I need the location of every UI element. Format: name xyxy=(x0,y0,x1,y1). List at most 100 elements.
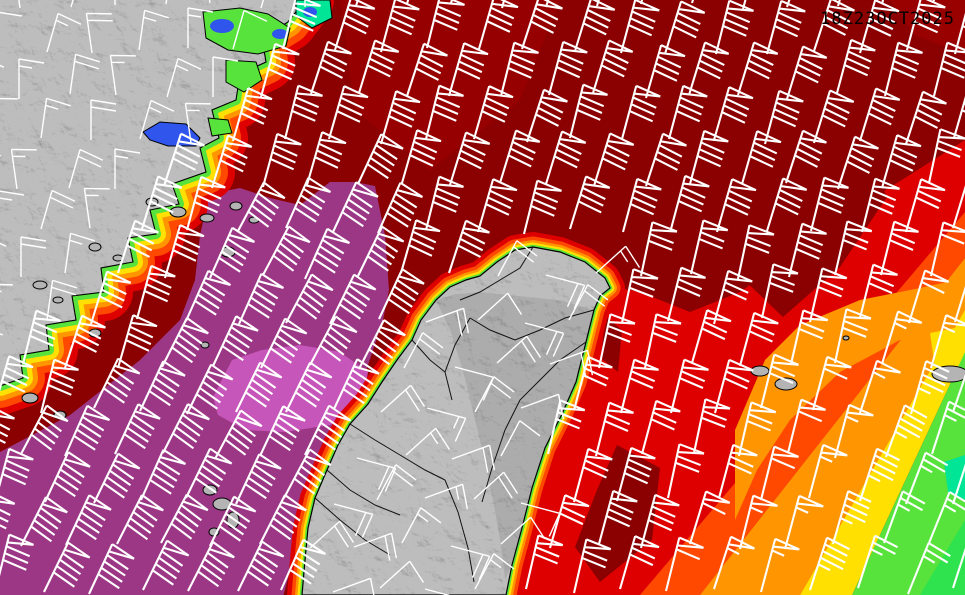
wind-barb xyxy=(765,177,808,232)
wind-barb xyxy=(811,355,852,411)
wind-barb xyxy=(0,283,13,325)
wind-barb xyxy=(905,451,949,505)
wind-barb xyxy=(163,132,205,187)
wind-barb xyxy=(572,355,613,411)
wind-barb xyxy=(185,175,226,231)
wind-barb xyxy=(13,0,40,9)
wind-barb xyxy=(116,494,164,545)
wind-barb xyxy=(187,7,214,48)
wind-barb xyxy=(663,0,706,55)
wind-barb xyxy=(736,224,775,280)
wind-barb xyxy=(379,0,420,53)
wind-barb xyxy=(618,535,660,590)
contour-teal xyxy=(944,455,965,500)
wind-barb xyxy=(140,448,187,501)
island xyxy=(931,365,965,383)
wind-barb xyxy=(261,132,302,188)
wind-barb xyxy=(833,220,873,276)
wind-barb xyxy=(526,88,568,143)
wind-barb xyxy=(809,536,851,591)
wind-barb xyxy=(237,540,285,592)
wind-barb xyxy=(20,236,47,277)
wind-barb xyxy=(357,133,404,185)
wind-barb xyxy=(737,401,777,457)
wind-barb xyxy=(285,176,332,229)
wind-barb xyxy=(765,0,806,55)
wind-barb xyxy=(907,269,950,324)
contour-green xyxy=(852,352,965,595)
taiwan-mountain-ridge xyxy=(436,292,594,580)
contour-dark-red-wedge xyxy=(733,120,887,317)
wind-barb xyxy=(304,227,351,280)
wind-barb xyxy=(379,90,421,145)
wind-barb xyxy=(64,404,111,457)
wind-barb xyxy=(474,553,515,590)
wind-barb xyxy=(499,41,539,97)
wind-barb xyxy=(477,292,523,321)
wind-barb xyxy=(44,451,91,503)
wind-barb xyxy=(448,219,490,274)
wind-barb xyxy=(524,534,564,590)
county-boundary xyxy=(469,309,595,341)
wind-barb xyxy=(357,225,405,277)
wind-barb xyxy=(689,219,729,275)
wind-barb xyxy=(619,358,659,414)
wind-barb xyxy=(929,221,965,277)
wind-barb xyxy=(237,181,286,232)
wind-barb xyxy=(931,400,965,455)
island xyxy=(32,280,48,290)
wind-barb xyxy=(544,130,587,185)
wind-barb xyxy=(521,0,563,50)
wind-barb xyxy=(837,135,879,190)
wind-barb xyxy=(813,0,855,52)
wind-barb xyxy=(880,134,922,189)
wind-barb xyxy=(715,178,757,233)
wind-barb xyxy=(759,445,799,501)
wind-barb xyxy=(424,175,464,231)
wind-barb xyxy=(46,12,82,53)
wind-barb xyxy=(93,357,141,409)
wind-barb xyxy=(644,44,686,99)
wind-barb xyxy=(117,219,159,274)
island xyxy=(169,206,187,218)
wind-barb xyxy=(232,9,268,50)
wind-barb xyxy=(139,360,186,412)
wind-barb xyxy=(114,403,161,455)
wind-barb xyxy=(333,0,376,51)
wind-barb xyxy=(928,491,965,544)
wind-barb xyxy=(283,448,332,499)
wind-barb xyxy=(0,491,16,546)
wind-barb xyxy=(450,545,491,580)
wind-barb xyxy=(0,97,18,139)
wind-barb xyxy=(377,181,424,234)
wind-barb xyxy=(645,132,687,187)
wind-barb xyxy=(639,493,680,549)
wind-barb xyxy=(688,490,731,545)
wind-barb xyxy=(713,535,755,590)
bay-deep-water xyxy=(303,7,317,17)
wind-barb xyxy=(64,314,106,369)
wind-barb xyxy=(812,89,855,144)
island xyxy=(774,377,798,391)
wind-barb xyxy=(880,310,923,365)
wind-barb xyxy=(669,174,710,230)
wind-barb xyxy=(0,447,34,503)
wind-barb xyxy=(138,9,169,51)
wind-barb xyxy=(833,308,872,364)
wind-barb xyxy=(858,87,901,142)
wind-barb xyxy=(690,309,732,364)
wind-barb xyxy=(140,175,183,230)
island xyxy=(52,296,64,304)
wind-barb xyxy=(687,41,730,96)
wind-barb xyxy=(231,87,273,142)
wind-barb xyxy=(166,57,202,98)
wind-barb xyxy=(70,0,106,8)
county-boundary xyxy=(314,497,391,556)
wind-barb xyxy=(357,39,400,94)
wind-barb xyxy=(953,0,965,55)
wind-barb xyxy=(546,399,586,455)
wind-barb xyxy=(620,84,661,140)
wind-barb xyxy=(185,447,233,499)
wind-barb xyxy=(116,314,158,369)
